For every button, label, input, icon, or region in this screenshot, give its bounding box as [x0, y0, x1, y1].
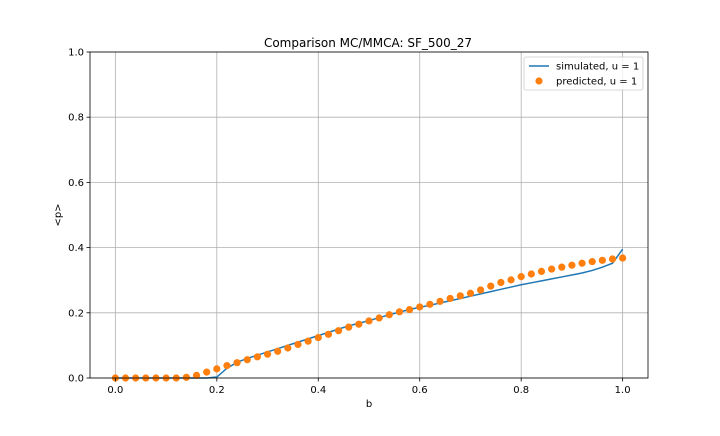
predicted-point: [345, 323, 353, 331]
predicted-point: [578, 259, 586, 267]
predicted-point: [375, 314, 383, 322]
predicted-point: [619, 254, 627, 262]
predicted-point: [294, 340, 302, 349]
predicted-point: [263, 350, 272, 358]
simulated-series-line: [115, 248, 624, 379]
legend-label-predicted: predicted, u = 1: [556, 77, 637, 88]
y-tick-label: 0.2: [68, 308, 84, 319]
x-tick-label: 0.0: [107, 385, 123, 396]
y-tick-label: 0.0: [68, 374, 84, 385]
predicted-point: [213, 365, 221, 373]
predicted-point: [487, 282, 495, 290]
predicted-point: [537, 267, 546, 275]
axes: 0.0 0.2 0.4 0.6 0.8 1.0 0.0 0.2 0.4 0.6 0.8 1.0: [68, 48, 649, 396]
x-tick-label: 1.0: [615, 385, 631, 396]
predicted-point: [192, 371, 201, 379]
predicted-point: [456, 292, 464, 300]
legend-dot-marker: [535, 77, 543, 85]
predicted-point: [416, 303, 424, 311]
predicted-point: [598, 256, 606, 264]
predicted-point: [304, 337, 312, 345]
predicted-point: [355, 320, 363, 328]
predicted-point: [517, 273, 525, 281]
y-tick-label: 0.8: [68, 113, 84, 124]
predicted-point: [436, 297, 444, 305]
x-tick-label: 0.4: [310, 385, 326, 396]
predicted-point: [426, 300, 434, 308]
x-tick-label: 0.6: [412, 385, 428, 396]
chart-title: Comparison MC/MMCA: SF_500_27: [264, 36, 472, 50]
y-tick-label: 0.4: [68, 243, 84, 254]
predicted-point: [223, 362, 231, 370]
predicted-point: [253, 353, 261, 361]
predicted-point: [334, 327, 343, 335]
x-axis-label: b: [366, 399, 372, 410]
predicted-point: [497, 278, 505, 287]
y-tick-label: 0.6: [68, 178, 84, 189]
predicted-point: [365, 317, 373, 325]
predicted-point: [233, 359, 241, 367]
predicted-point: [477, 286, 485, 294]
predicted-point: [324, 330, 333, 338]
predicted-point: [284, 344, 292, 352]
plot-series: [111, 248, 627, 382]
predicted-point: [446, 294, 454, 303]
predicted-point: [314, 333, 322, 342]
predicted-point: [466, 289, 475, 297]
predicted-point: [182, 373, 190, 381]
predicted-point: [548, 265, 556, 273]
predicted-point: [203, 368, 211, 376]
x-tick-label: 0.8: [513, 385, 529, 396]
predicted-point: [608, 255, 617, 263]
grid-lines: [90, 51, 648, 379]
predicted-point: [274, 347, 282, 355]
y-axis-label: <p>: [53, 203, 64, 226]
predicted-point: [588, 258, 596, 266]
x-tick-label: 0.2: [209, 385, 225, 396]
predicted-point: [385, 311, 393, 319]
plot-frame: [89, 51, 649, 379]
predicted-point: [527, 270, 535, 278]
predicted-point: [405, 305, 414, 314]
predicted-point: [507, 276, 515, 284]
predicted-point: [395, 308, 404, 316]
y-tick-label: 1.0: [68, 48, 84, 59]
predicted-point: [558, 263, 566, 271]
legend-label-simulated: simulated, u = 1: [556, 62, 639, 73]
predicted-point: [243, 356, 251, 364]
legend-box: [523, 56, 644, 91]
legend: simulated, u = 1 predicted, u = 1: [523, 56, 644, 91]
predicted-point: [568, 261, 576, 269]
